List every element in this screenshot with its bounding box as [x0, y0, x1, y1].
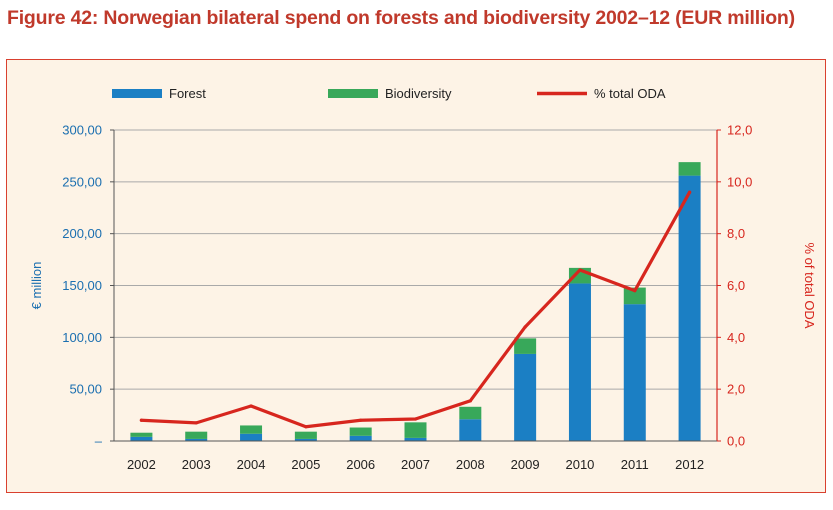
x-tick-label: 2010	[565, 457, 594, 472]
oda-point	[578, 268, 582, 272]
oda-point	[633, 289, 637, 293]
y-left-tick-label: –	[95, 434, 103, 449]
tick-labels: – 50,00 100,00 150,00 200,00 250,00 300,00 0,0 2…	[29, 123, 817, 473]
y-axis-right-title: % of total ODA	[802, 243, 817, 329]
oda-point	[413, 417, 418, 421]
y-right-tick-label: 10,0	[727, 174, 752, 189]
oda-point	[523, 325, 527, 329]
bar-biodiversity	[349, 427, 372, 436]
oda-line-layer	[139, 190, 692, 429]
oda-point	[359, 418, 363, 422]
bar-forest	[568, 283, 591, 441]
bar-forest	[678, 175, 701, 441]
bar-forest	[623, 304, 646, 441]
y-right-tick-label: 2,0	[727, 382, 745, 397]
x-tick-label: 2004	[237, 457, 266, 472]
legend-label-biodiversity: Biodiversity	[385, 86, 452, 101]
bar-biodiversity	[514, 338, 537, 354]
y-left-tick-label: 150,00	[62, 278, 102, 293]
chart: – 50,00 100,00 150,00 200,00 250,00 300,00 0,0 2…	[29, 86, 817, 473]
bar-biodiversity	[240, 425, 263, 434]
bar-forest	[185, 438, 208, 441]
bar-forest	[240, 433, 263, 441]
legend: Forest Biodiversity % total ODA	[112, 86, 666, 101]
y-right-tick-label: 4,0	[727, 330, 745, 345]
legend-swatch-forest	[112, 89, 162, 98]
bar-forest	[404, 437, 427, 441]
legend-label-forest: Forest	[169, 86, 206, 101]
x-tick-label: 2011	[621, 457, 649, 472]
oda-line	[139, 190, 692, 429]
x-tick-label: 2012	[675, 457, 704, 472]
y-left-tick-label: 50,00	[69, 382, 102, 397]
y-right-tick-label: 6,0	[727, 278, 745, 293]
y-left-tick-label: 200,00	[62, 226, 102, 241]
x-tick-label: 2006	[346, 457, 375, 472]
bar-biodiversity	[404, 422, 427, 438]
y-left-tick-label: 300,00	[62, 123, 102, 138]
gridlines	[114, 129, 717, 390]
x-tick-label: 2007	[401, 457, 430, 472]
bar-biodiversity	[459, 406, 482, 420]
oda-point	[304, 425, 308, 429]
y-axis-left-title: € million	[29, 262, 44, 310]
legend-label-oda: % total ODA	[594, 86, 666, 101]
x-tick-label: 2005	[291, 457, 320, 472]
bar-forest	[459, 419, 482, 441]
legend-swatch-biodiversity	[328, 89, 378, 98]
x-tick-label: 2003	[182, 457, 211, 472]
y-right-tick-label: 12,0	[727, 123, 752, 138]
chart-panel: – 50,00 100,00 150,00 200,00 250,00 300,00 0,0 2…	[6, 59, 826, 493]
oda-point	[468, 399, 472, 403]
bar-forest	[514, 353, 537, 441]
y-right-tick-label: 8,0	[727, 226, 745, 241]
bar-biodiversity	[678, 162, 701, 176]
x-tick-label: 2008	[456, 457, 485, 472]
oda-point	[249, 404, 253, 408]
oda-point	[687, 190, 692, 194]
bar-biodiversity	[294, 431, 317, 439]
y-right-tick-label: 0,0	[727, 434, 745, 449]
axes	[110, 129, 721, 442]
oda-point	[194, 421, 198, 425]
bar-forest	[349, 435, 372, 441]
oda-point	[139, 418, 144, 422]
figure-title: Figure 42: Norwegian bilateral spend on …	[7, 7, 795, 29]
y-left-tick-label: 250,00	[62, 174, 102, 189]
bar-forest	[294, 438, 317, 441]
bar-biodiversity	[130, 432, 153, 437]
bar-forest	[130, 436, 153, 441]
y-left-tick-label: 100,00	[62, 330, 102, 345]
bar-biodiversity	[185, 431, 208, 439]
bars	[130, 162, 701, 441]
x-tick-label: 2009	[511, 457, 540, 472]
x-tick-label: 2002	[127, 457, 156, 472]
bar-biodiversity	[623, 287, 646, 305]
